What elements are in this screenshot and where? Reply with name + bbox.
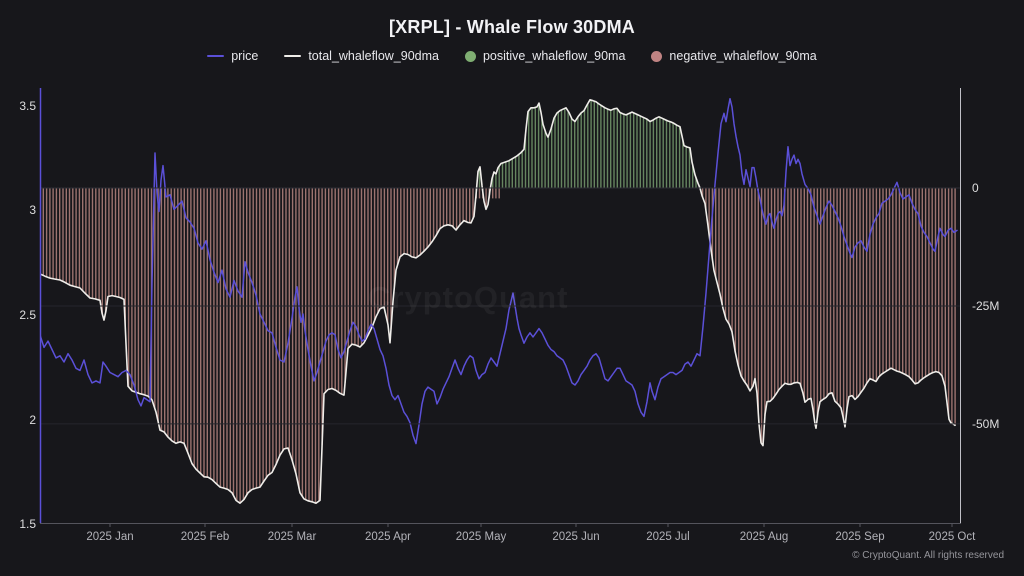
legend-item-total-whaleflow[interactable]: total_whaleflow_90dma bbox=[284, 49, 439, 63]
page-title: [XRPL] - Whale Flow 30DMA bbox=[388, 17, 635, 37]
x-axis-label-jul: 2025 Jul bbox=[646, 531, 690, 543]
x-axis-label-sep: 2025 Sep bbox=[835, 531, 885, 543]
x-axis-label-apr: 2025 Apr bbox=[364, 531, 412, 543]
legend-item-price[interactable]: price bbox=[207, 49, 258, 63]
price-axis-tick-3-5: 3.5 bbox=[19, 99, 36, 113]
price-line-swatch bbox=[207, 55, 225, 57]
x-axis-label-jan: 2025 Jan bbox=[86, 531, 134, 543]
legend-label: total_whaleflow_90dma bbox=[308, 49, 439, 63]
total-whaleflow-line-swatch bbox=[284, 55, 302, 57]
legend-item-positive-whaleflow[interactable]: positive_whaleflow_90ma bbox=[464, 49, 626, 63]
price-axis-tick-3: 3 bbox=[29, 203, 36, 217]
x-axis-label-may: 2025 May bbox=[455, 531, 507, 543]
x-axis-label-feb: 2025 Feb bbox=[180, 531, 230, 543]
flow-axis-tick-neg25m: -25M bbox=[972, 299, 1000, 313]
legend-item-negative-whaleflow[interactable]: negative_whaleflow_90ma bbox=[651, 49, 817, 63]
price-axis-tick-1-5: 1.5 bbox=[19, 517, 36, 531]
flow-axis-tick-neg50m: -50M bbox=[972, 417, 1000, 431]
negative-whaleflow-dot-swatch bbox=[651, 50, 663, 62]
legend-label: price bbox=[231, 49, 259, 63]
copyright-text: © CryptoQuant. All rights reserved bbox=[852, 550, 1004, 561]
legend-label: positive_whaleflow_90ma bbox=[482, 49, 626, 63]
price-axis-tick-2: 2 bbox=[29, 413, 36, 427]
flow-axis-tick-0: 0 bbox=[972, 181, 979, 195]
x-axis-label-mar: 2025 Mar bbox=[267, 531, 317, 543]
legend-label: negative_whaleflow_90ma bbox=[669, 49, 817, 63]
positive-whaleflow-dot-swatch bbox=[464, 50, 476, 62]
x-axis-label-aug: 2025 Aug bbox=[739, 531, 789, 543]
x-axis-label-jun: 2025 Jun bbox=[552, 531, 600, 543]
legend: price total_whaleflow_90dma positive_wha… bbox=[0, 49, 1024, 63]
price-axis-tick-2-5: 2.5 bbox=[19, 308, 36, 322]
x-axis-label-oct: 2025 Oct bbox=[928, 531, 976, 543]
